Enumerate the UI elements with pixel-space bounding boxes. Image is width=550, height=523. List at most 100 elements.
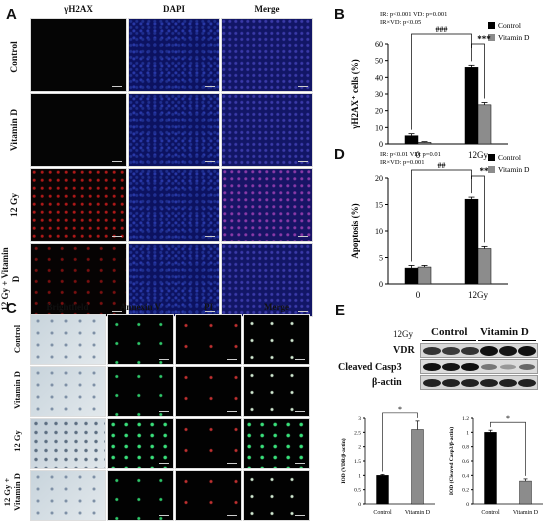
y-tick-label: 2 — [358, 445, 361, 451]
wb-group-vitd: Vitamin D — [480, 326, 529, 338]
c-tile-control-bf — [30, 314, 106, 365]
a-tile-12gy-gh2ax — [30, 168, 127, 242]
c-tile-12gy-bf — [30, 418, 106, 469]
bar — [477, 104, 492, 145]
x-tick-label: Control — [481, 510, 500, 516]
bar — [477, 248, 492, 285]
wb-band-casp3-label: Cleaved Casp3 — [338, 362, 402, 373]
c-tile-vitd-pi — [175, 366, 242, 417]
y-tick-label: 50 — [375, 57, 383, 66]
y-tick-label: 0 — [466, 502, 469, 508]
legend-swatch — [488, 22, 495, 29]
bar — [519, 480, 532, 505]
significance-bracket — [382, 412, 418, 472]
significance-label: ## — [438, 161, 446, 170]
stats-line-2: IR×VD: p<0.05 — [380, 19, 421, 26]
wb-blot-actin — [420, 375, 538, 390]
panel-a-row-12gy: 12 Gy — [10, 193, 20, 218]
x-tick-label: Control — [373, 510, 392, 516]
bar — [411, 429, 424, 505]
y-tick-label: 0 — [379, 140, 383, 149]
wb-blot-vdr — [420, 343, 538, 358]
a-tile-12gyvd-merge — [221, 243, 313, 317]
panel-b-letter: B — [334, 6, 345, 23]
c-tile-12gy-merge — [243, 418, 310, 469]
panel-c-row-12gy: 12 Gy — [12, 430, 22, 452]
wb-group-control: Control — [431, 326, 468, 338]
y-tick-label: 1.5 — [354, 459, 361, 465]
panel-e-letter: E — [335, 302, 346, 319]
c-tile-vitd-merge — [243, 366, 310, 417]
legend-label: Control — [498, 21, 521, 30]
y-tick-label: 1.2 — [462, 416, 469, 422]
c-tile-vitd-bf — [30, 366, 106, 417]
significance-bracket — [411, 169, 472, 262]
c-tile-control-pi — [175, 314, 242, 365]
panel-a-col-merge: Merge — [254, 4, 280, 14]
x-tick-label: 0 — [416, 150, 421, 160]
a-tile-12gyvd-dapi — [128, 243, 220, 317]
panel-c-col-merge: Merge — [264, 302, 289, 312]
legend-label: Vitamin D — [498, 165, 530, 174]
y-tick-label: 0.6 — [462, 459, 469, 465]
y-tick-label: 2.5 — [354, 430, 361, 436]
y-axis-title: γH2AX⁺ cells (%) — [350, 59, 360, 129]
panel-c-row-vitd: Vitamin D — [12, 371, 22, 409]
chart-d: 0 5 10 15 20 Apoptosis (%) 0 12Gy IR: p<0.01 VD:… — [350, 151, 530, 300]
c-tile-control-annexin — [107, 314, 174, 365]
stats-line-1: IR: p<0.01 VD: p=0.01 — [380, 151, 441, 158]
y-tick-label: 0 — [379, 280, 383, 289]
c-tile-vitd-annexin — [107, 366, 174, 417]
y-axis-title: IOD (VDR/β-actin) — [340, 438, 347, 483]
legend-swatch — [488, 34, 495, 41]
c-tile-12gy-pi — [175, 418, 242, 469]
a-tile-12gy-merge — [221, 168, 313, 242]
y-tick-label: 3 — [358, 416, 361, 422]
panel-c-col-annexin: Annexin V — [119, 302, 162, 312]
significance-label: * — [398, 405, 402, 414]
y-tick-label: 0.4 — [462, 473, 469, 479]
a-tile-control-dapi — [128, 18, 220, 92]
y-tick-label: 20 — [375, 174, 383, 183]
c-tile-12gyvd-annexin — [107, 470, 174, 521]
stats-line-1: IR: p<0.001 VD: p=0.001 — [380, 11, 447, 18]
bar — [376, 475, 389, 505]
a-tile-vitd-gh2ax — [30, 93, 127, 167]
significance-bracket — [490, 421, 526, 476]
y-tick-label: 30 — [375, 90, 383, 99]
significance-label: ### — [436, 25, 448, 34]
stats-line-2: IR×VD: p=0.001 — [380, 159, 425, 166]
y-axis-title: IOD (Cleaved Casp3/β-actin) — [448, 427, 455, 495]
x-tick-label: 0 — [416, 290, 421, 300]
x-tick-label: Vitamin D — [405, 510, 431, 516]
y-tick-label: 0 — [358, 502, 361, 508]
x-tick-label: 12Gy — [468, 290, 488, 300]
c-tile-12gy-annexin — [107, 418, 174, 469]
panel-c-row-control: Control — [12, 324, 22, 354]
panel-a-col-dapi: DAPI — [163, 4, 185, 14]
y-tick-label: 0.8 — [462, 445, 469, 451]
y-tick-label: 15 — [375, 201, 383, 210]
wb-group-vitd-line — [478, 340, 536, 341]
bar — [464, 198, 479, 285]
wb-band-vdr-label: VDR — [393, 345, 415, 356]
bar — [484, 432, 497, 505]
legend-label: Control — [498, 153, 521, 162]
bar — [417, 266, 432, 285]
y-tick-label: 0.5 — [354, 488, 361, 494]
chart-b: 0 10 20 30 40 50 60 γH2AX⁺ cells (%) 0 12Gy IR: p<… — [350, 11, 530, 160]
legend-label: Vitamin D — [498, 33, 530, 42]
a-tile-vitd-merge — [221, 93, 313, 167]
wb-group-control-line — [422, 340, 476, 341]
chart-e-vdr: 0 0.5 1 1.5 2 2.5 3 IOD (VDR/β-actin) Control Vit… — [340, 405, 435, 516]
y-tick-label: 20 — [375, 107, 383, 116]
panel-c-letter: C — [6, 300, 17, 317]
significance-bracket — [411, 33, 472, 130]
chart-e-casp3: 0 0.2 0.4 0.6 0.8 1 1.2 IOD (Cleaved Casp3/β-ac… — [448, 414, 543, 516]
a-tile-12gyvd-gh2ax — [30, 243, 127, 317]
panel-c-col-pi: PI — [204, 302, 213, 312]
y-tick-label: 1 — [358, 473, 361, 479]
c-tile-12gyvd-merge — [243, 470, 310, 521]
c-tile-12gyvd-bf — [30, 470, 106, 521]
wb-12gy-label: 12Gy — [393, 329, 413, 339]
